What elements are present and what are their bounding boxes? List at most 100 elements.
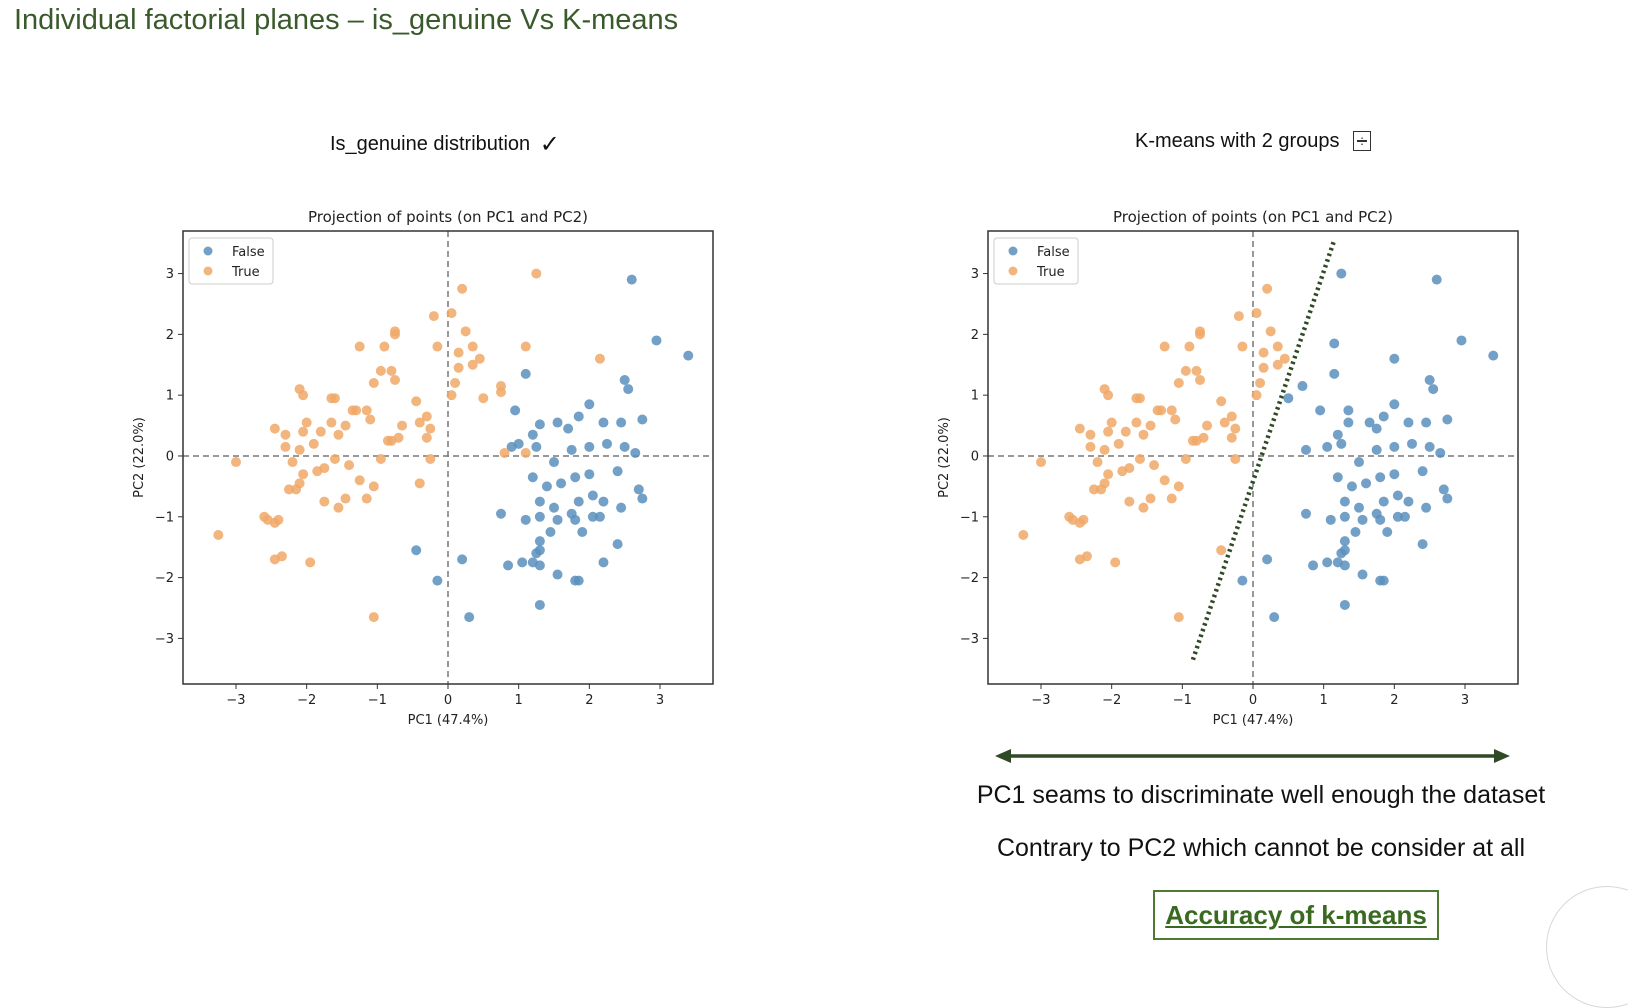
data-point-false xyxy=(1375,514,1386,525)
x-tick-label: 0 xyxy=(444,693,452,708)
data-point-true xyxy=(301,417,312,428)
data-point-false xyxy=(520,514,531,525)
data-point-false xyxy=(573,496,584,507)
data-point-true xyxy=(213,530,224,541)
data-point-false xyxy=(1339,496,1350,507)
data-point-true xyxy=(1184,341,1195,352)
data-point-true xyxy=(1159,475,1170,486)
data-point-false xyxy=(598,557,609,568)
data-point-false xyxy=(1371,423,1382,434)
data-point-false xyxy=(584,469,595,480)
data-point-true xyxy=(1124,463,1135,474)
data-point-true xyxy=(1272,341,1283,352)
right-panel-heading-text: K-means with 2 groups xyxy=(1135,130,1340,152)
data-point-true xyxy=(390,374,400,385)
data-point-true xyxy=(280,429,291,440)
legend-marker-true xyxy=(1008,266,1018,276)
data-point-false xyxy=(1354,502,1364,513)
y-tick-label: −2 xyxy=(155,571,174,586)
data-point-true xyxy=(315,426,326,437)
data-point-false xyxy=(1364,417,1375,428)
data-point-false xyxy=(1350,526,1361,537)
x-tick-label: −1 xyxy=(368,693,387,708)
data-point-true xyxy=(1074,423,1085,434)
data-point-false xyxy=(1456,335,1467,346)
data-point-false xyxy=(534,536,545,547)
data-point-true xyxy=(269,554,280,565)
data-point-false xyxy=(531,441,542,452)
data-point-true xyxy=(231,457,241,468)
series-false xyxy=(411,274,694,623)
data-point-true xyxy=(1195,326,1205,337)
y-tick-label: 2 xyxy=(971,328,979,343)
data-point-true xyxy=(1166,405,1177,416)
data-point-true xyxy=(375,454,386,465)
data-point-true xyxy=(478,393,489,404)
chart-title: Projection of points (on PC1 and PC2) xyxy=(308,208,588,226)
y-tick-label: −1 xyxy=(155,510,174,525)
accuracy-kmeans-button[interactable]: Accuracy of k-means xyxy=(1153,890,1439,940)
y-axis-label: PC2 (22.0%) xyxy=(132,417,147,498)
data-point-false xyxy=(1435,447,1446,458)
data-point-false xyxy=(1332,429,1343,440)
data-point-false xyxy=(552,514,563,525)
x-axis-label: PC1 (47.4%) xyxy=(1213,713,1294,728)
data-point-true xyxy=(326,417,337,428)
data-point-false xyxy=(1389,399,1400,410)
data-point-false xyxy=(566,444,577,455)
data-point-false xyxy=(534,545,545,556)
data-point-false xyxy=(464,612,475,623)
data-point-true xyxy=(308,438,319,449)
data-point-true xyxy=(361,405,372,416)
data-point-false xyxy=(1392,490,1403,501)
data-point-true xyxy=(1085,441,1096,452)
data-point-false xyxy=(1262,554,1273,565)
data-point-true xyxy=(354,341,365,352)
data-point-false xyxy=(549,457,559,468)
data-point-true xyxy=(1265,326,1276,337)
data-point-false xyxy=(1375,472,1386,483)
data-point-false xyxy=(602,438,612,449)
data-point-false xyxy=(1332,472,1343,483)
data-point-true xyxy=(1180,454,1191,465)
x-tick-label: 1 xyxy=(515,693,523,708)
data-point-true xyxy=(1191,365,1202,376)
data-point-false xyxy=(534,511,545,522)
data-point-false xyxy=(1343,417,1354,428)
x-tick-label: 1 xyxy=(1320,693,1328,708)
data-point-false xyxy=(587,511,598,522)
data-point-false xyxy=(1403,496,1414,507)
data-point-true xyxy=(390,326,400,337)
data-point-true xyxy=(1131,417,1142,428)
data-point-false xyxy=(573,575,584,586)
data-point-true xyxy=(1156,405,1167,416)
data-point-false xyxy=(1361,478,1372,489)
data-point-true xyxy=(453,347,464,358)
data-point-false xyxy=(411,545,422,556)
data-point-true xyxy=(280,441,291,452)
x-tick-label: −1 xyxy=(1173,693,1192,708)
data-point-true xyxy=(1110,557,1121,568)
data-point-true xyxy=(361,493,372,504)
data-point-false xyxy=(1389,353,1400,364)
note-pc2: Contrary to PC2 which cannot be consider… xyxy=(996,834,1526,862)
data-point-true xyxy=(1096,484,1107,495)
data-point-true xyxy=(1103,469,1114,480)
data-point-true xyxy=(1170,414,1181,425)
data-point-true xyxy=(284,484,294,495)
data-point-false xyxy=(1315,405,1326,416)
data-point-false xyxy=(1301,508,1311,519)
data-point-true xyxy=(1145,420,1156,431)
data-point-false xyxy=(1389,441,1400,452)
x-tick-label: 0 xyxy=(1249,693,1257,708)
y-tick-label: 0 xyxy=(166,449,174,464)
data-point-false xyxy=(598,417,609,428)
arrow-head-right xyxy=(1494,749,1510,763)
data-point-true xyxy=(1089,484,1099,495)
slide-title: Individual factorial planes – is_genuine… xyxy=(14,4,679,36)
data-point-false xyxy=(457,554,468,565)
data-point-false xyxy=(1428,384,1439,395)
x-tick-label: −2 xyxy=(1102,693,1121,708)
data-point-false xyxy=(573,411,584,422)
legend-marker-false xyxy=(1008,246,1018,256)
